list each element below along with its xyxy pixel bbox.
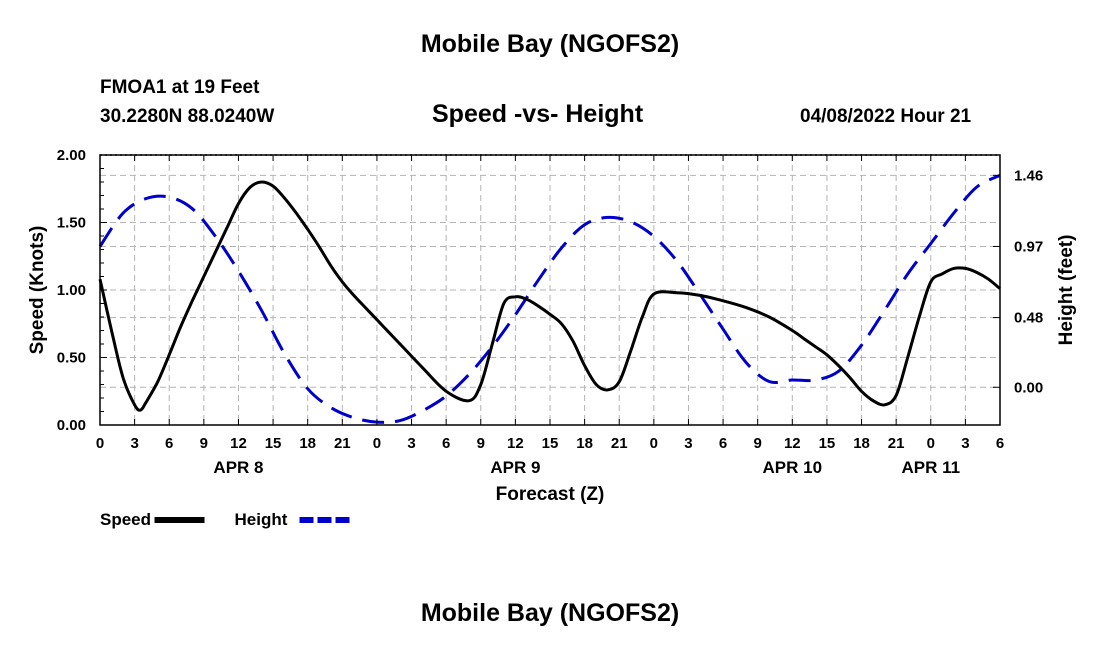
x-tick-label: 18 — [853, 435, 870, 452]
x-tick-label: 3 — [961, 435, 969, 452]
series-height-line — [98, 173, 1001, 424]
page-title-bottom: Mobile Bay (NGOFS2) — [420, 599, 680, 627]
x-tick-label: 0 — [373, 435, 381, 452]
y-tick-label: 0.00 — [57, 417, 86, 434]
y-axis-label: Speed (Knots) — [27, 226, 48, 355]
y2-tick-label: 0.97 — [1014, 238, 1043, 255]
day-label: APR 11 — [901, 458, 960, 477]
x-tick-label: 6 — [996, 435, 1004, 452]
legend-label-height: Height — [235, 510, 288, 529]
x-tick-label: 9 — [754, 435, 762, 452]
x-tick-label: 0 — [650, 435, 658, 452]
x-axis-label: Forecast (Z) — [496, 484, 605, 505]
x-tick-label: 12 — [507, 435, 524, 452]
x-tick-label: 15 — [265, 435, 282, 452]
y-tick-label: 1.00 — [57, 282, 86, 299]
x-tick-label: 3 — [684, 435, 692, 452]
x-tick-label: 6 — [165, 435, 173, 452]
x-tick-label: 15 — [542, 435, 559, 452]
x-tick-label: 6 — [719, 435, 727, 452]
grid-lines — [100, 154, 1000, 425]
x-tick-label: 18 — [576, 435, 593, 452]
station-label: FMOA1 at 19 Feet — [100, 77, 260, 98]
chart-title: Speed -vs- Height — [432, 100, 644, 128]
forecast-datetime: 04/08/2022 Hour 21 — [800, 106, 972, 127]
x-tick-label: 21 — [888, 435, 905, 452]
series-speed-line — [98, 180, 1001, 412]
x-tick-label: 0 — [96, 435, 104, 452]
y2-tick-label: 1.46 — [1014, 167, 1043, 184]
x-tick-label: 6 — [442, 435, 450, 452]
day-label: APR 10 — [763, 458, 823, 477]
y2-axis-label: Height (feet) — [1056, 235, 1077, 346]
x-tick-label: 18 — [299, 435, 316, 452]
x-tick-label: 3 — [130, 435, 138, 452]
y2-tick-label: 0.48 — [1014, 310, 1043, 327]
day-label: APR 8 — [213, 458, 263, 477]
x-tick-label: 12 — [230, 435, 247, 452]
x-tick-label: 0 — [927, 435, 935, 452]
axis-ticks: 0 3 6 9 12 15 18 21 0 3 6 9 12 15 18 21 0 3 6 9 12 15 18 21 0 3 6 0… — [57, 147, 1043, 477]
y2-tick-label: 0.00 — [1014, 379, 1043, 396]
x-tick-label: 9 — [200, 435, 208, 452]
x-tick-label: 21 — [611, 435, 628, 452]
day-label: APR 9 — [490, 458, 540, 477]
legend: Speed Height — [100, 510, 350, 529]
speed-height-chart: 0 3 6 9 12 15 18 21 0 3 6 9 12 15 18 21 0 3 6 9 12 15 18 21 0 3 6 0… — [27, 147, 1077, 529]
x-tick-label: 3 — [407, 435, 415, 452]
x-tick-label: 15 — [819, 435, 836, 452]
y-tick-label: 2.00 — [57, 147, 86, 164]
y-tick-label: 1.50 — [57, 215, 86, 232]
station-coordinates: 30.2280N 88.0240W — [100, 106, 275, 127]
legend-label-speed: Speed — [100, 510, 151, 529]
page-title: Mobile Bay (NGOFS2) — [420, 30, 680, 58]
x-tick-label: 12 — [784, 435, 801, 452]
x-tick-label: 21 — [334, 435, 351, 452]
series-layer — [98, 173, 1001, 424]
y-tick-label: 0.50 — [57, 350, 86, 367]
x-tick-label: 9 — [477, 435, 485, 452]
